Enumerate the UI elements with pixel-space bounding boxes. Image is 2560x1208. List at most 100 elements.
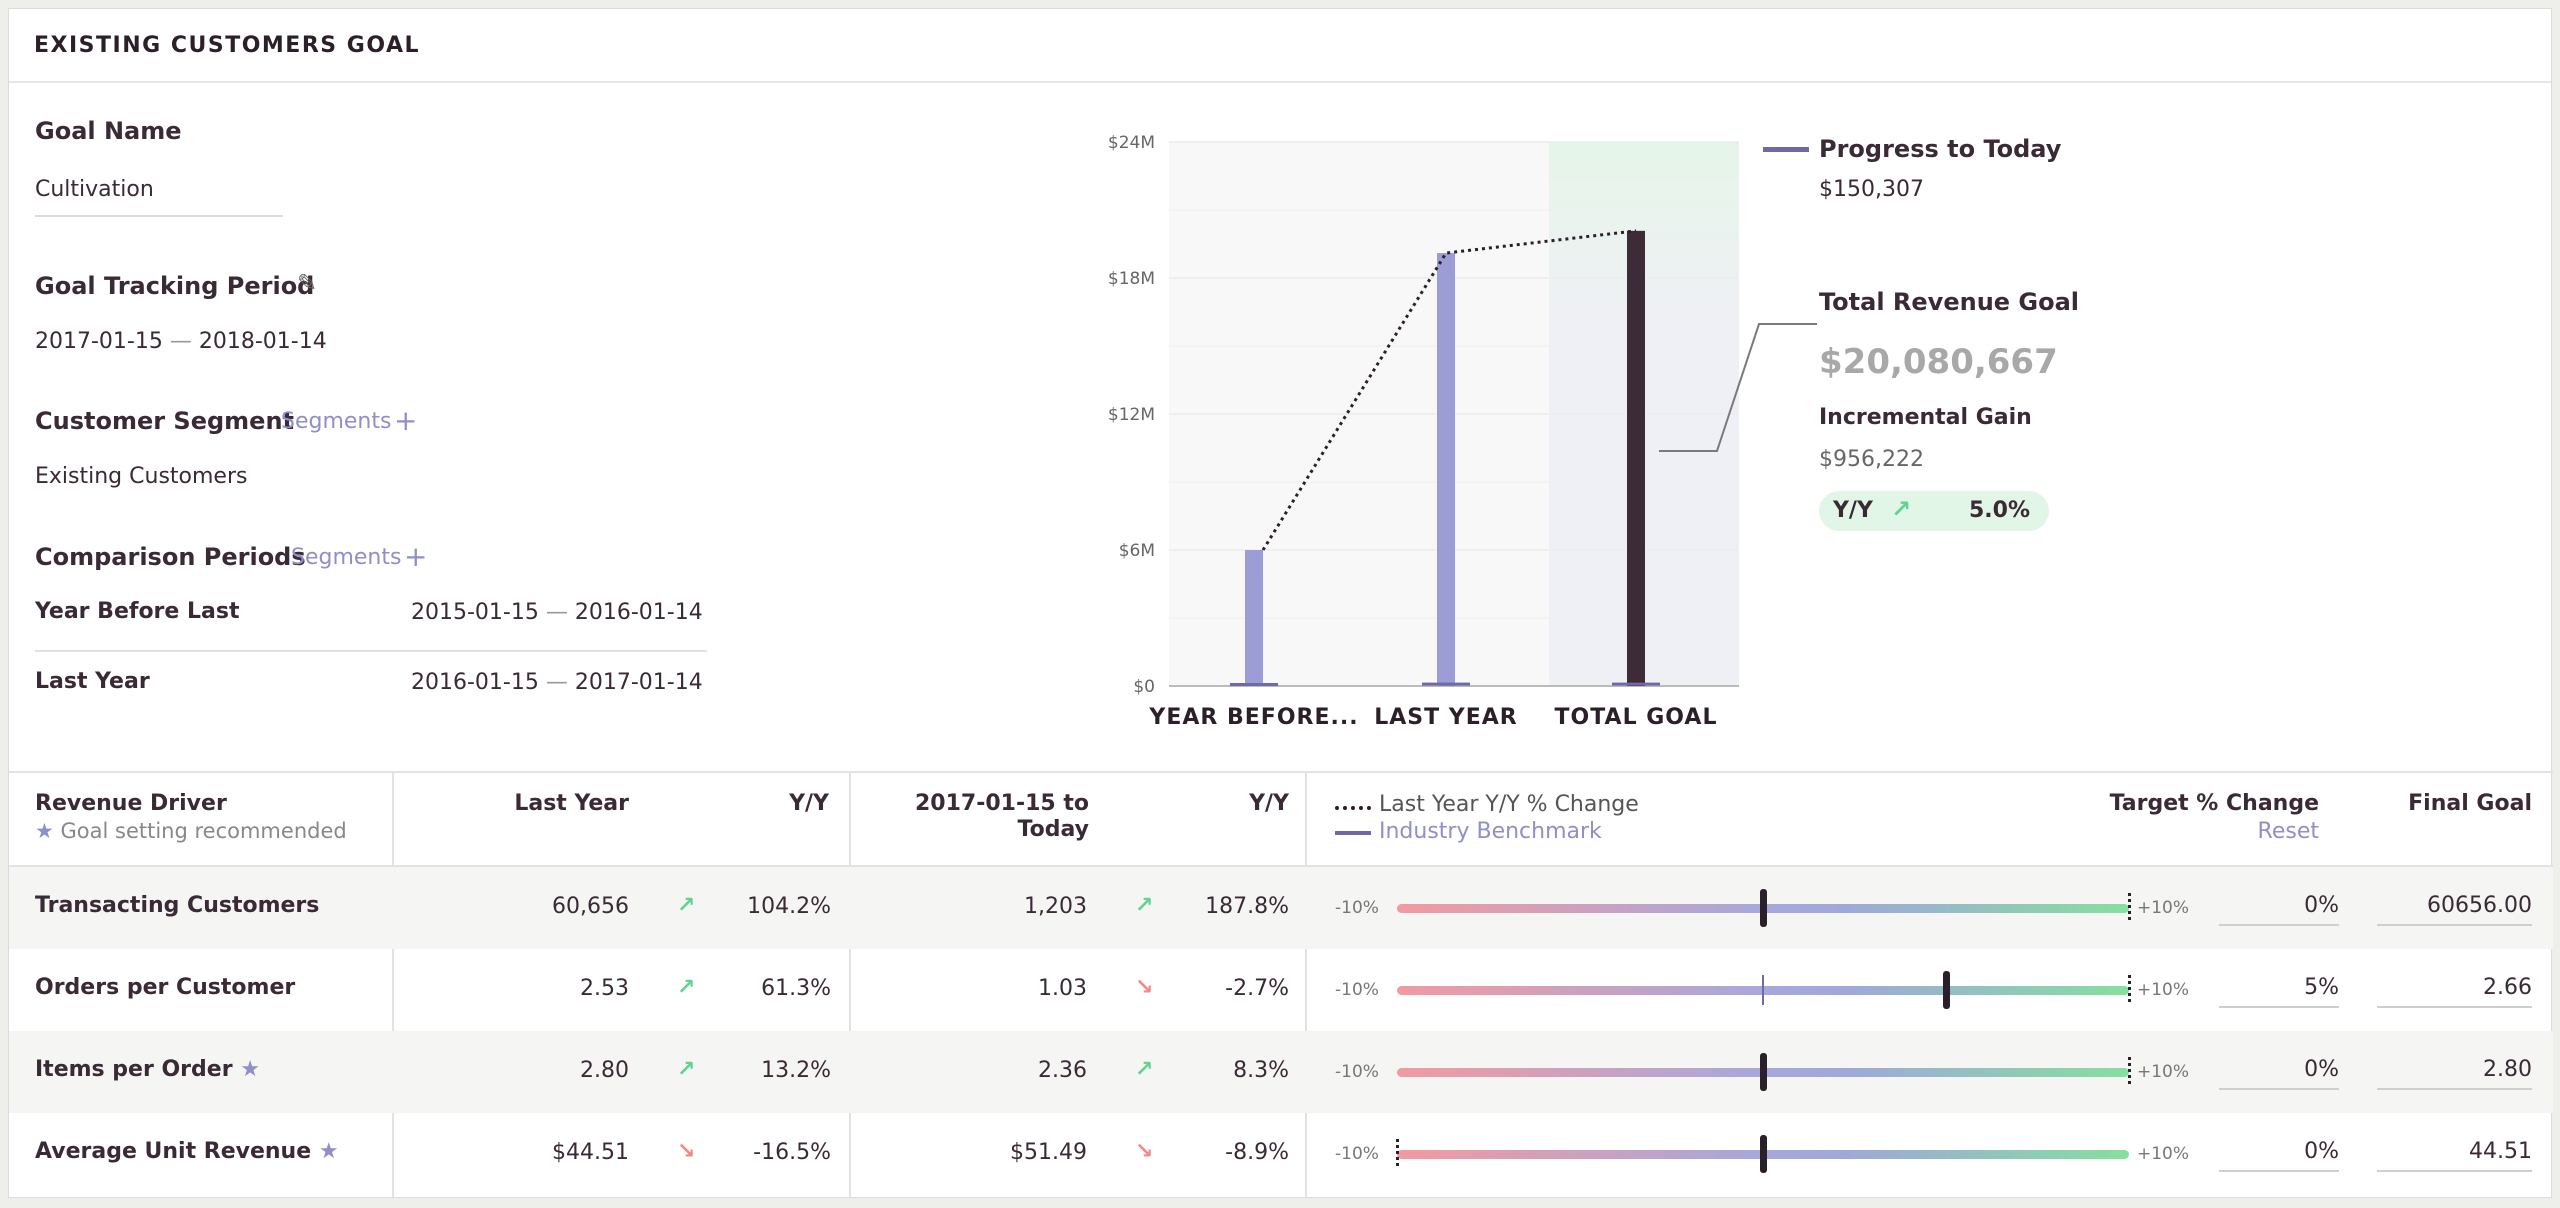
progress-value: $150,307 bbox=[1819, 177, 1924, 202]
bar-0 bbox=[1245, 550, 1263, 686]
last-year-value: 2.53 bbox=[580, 976, 629, 1001]
revenue-chart: $0 $6M $12M $18M $24M YEAR BEFORE... LAST YEAR… bbox=[1108, 133, 1739, 730]
yy-arrow: ↗ bbox=[1135, 1057, 1153, 1082]
final-goal-input[interactable]: 60656.00 bbox=[2377, 893, 2532, 926]
bar-1 bbox=[1437, 253, 1455, 687]
target-change-input[interactable]: 5% bbox=[2219, 975, 2339, 1008]
goal-name-label: Goal Name bbox=[35, 117, 182, 145]
target-slider-handle[interactable] bbox=[1943, 971, 1950, 1009]
arrow-down-icon: ↘ bbox=[1135, 975, 1154, 1000]
final-goal-input[interactable]: 2.80 bbox=[2377, 1057, 2532, 1090]
driver-name: Average Unit Revenue ★ bbox=[35, 1139, 339, 1164]
star-icon: ★ bbox=[35, 819, 54, 843]
slider-min-label: -10% bbox=[1335, 1062, 1379, 1082]
yy-value: 8.3% bbox=[1233, 1058, 1289, 1083]
period-value: 2.36 bbox=[1038, 1058, 1087, 1083]
goal-name-field[interactable]: Cultivation bbox=[35, 177, 283, 217]
slider-max-label: +10% bbox=[2137, 1144, 2190, 1164]
yy-arrow: ↗ bbox=[677, 975, 695, 1000]
yy-value: 13.2% bbox=[761, 1058, 831, 1083]
progress-mark bbox=[1230, 683, 1278, 686]
yy-arrow: ↗ bbox=[1135, 893, 1153, 918]
goal-connector-line bbox=[1659, 323, 1817, 452]
yy-arrow: ↗ bbox=[677, 1057, 695, 1082]
last-year-change-marker bbox=[1396, 1139, 1399, 1169]
x-tick-label: YEAR BEFORE... bbox=[1148, 705, 1358, 730]
column-divider bbox=[392, 771, 394, 1199]
add-comparison-icon[interactable]: + bbox=[404, 540, 428, 573]
target-slider-handle[interactable] bbox=[1760, 889, 1767, 927]
y-tick-label: $12M bbox=[1108, 405, 1155, 425]
yy-badge: Y/Y ↗ 5.0% bbox=[1819, 491, 2049, 531]
target-slider-handle[interactable] bbox=[1760, 1053, 1767, 1091]
slider-min-label: -10% bbox=[1335, 898, 1379, 918]
target-change-input[interactable]: 0% bbox=[2219, 1139, 2339, 1172]
table-top-border bbox=[9, 771, 2553, 773]
header-goal-setting-note: ★ Goal setting recommended bbox=[35, 819, 347, 843]
divider bbox=[35, 650, 707, 652]
comparison-row-dates: 2015-01-15 — 2016-01-14 bbox=[411, 600, 703, 625]
comparison-segments-link[interactable]: Segments bbox=[291, 545, 402, 570]
comparison-row-dates: 2016-01-15 — 2017-01-14 bbox=[411, 670, 703, 695]
slider-min-label: -10% bbox=[1335, 980, 1379, 1000]
arrow-up-icon: ↗ bbox=[1135, 893, 1154, 918]
last-year-value: $44.51 bbox=[552, 1140, 629, 1165]
yy-value: 104.2% bbox=[747, 894, 831, 919]
final-goal-input[interactable]: 2.66 bbox=[2377, 975, 2532, 1008]
tracking-period-label: Goal Tracking Period bbox=[35, 272, 315, 300]
add-segment-icon[interactable]: + bbox=[394, 404, 418, 437]
progress-legend-swatch bbox=[1763, 147, 1809, 152]
period-value: 1.03 bbox=[1038, 976, 1087, 1001]
y-tick-label: $0 bbox=[1133, 677, 1155, 697]
progress-mark bbox=[1422, 682, 1470, 686]
yy-arrow: ↗ bbox=[677, 893, 695, 918]
reset-link[interactable]: Reset bbox=[2257, 819, 2319, 844]
yy-arrow: ↘ bbox=[1135, 1139, 1153, 1164]
yy-value: -16.5% bbox=[753, 1140, 831, 1165]
progress-mark bbox=[1612, 682, 1660, 686]
yy-badge-value: 5.0% bbox=[1969, 498, 2031, 523]
x-tick-label: LAST YEAR bbox=[1374, 705, 1517, 730]
benchmark-legend-swatch bbox=[1335, 831, 1371, 835]
comparison-periods-label: Comparison Periods bbox=[35, 543, 306, 571]
page-title: EXISTING CUSTOMERS GOAL bbox=[34, 32, 420, 58]
slider-max-label: +10% bbox=[2137, 980, 2190, 1000]
x-tick-label: TOTAL GOAL bbox=[1555, 705, 1718, 730]
table-row: Items per Order ★ 2.80 ↗ 13.2% 2.36 ↗ 8.… bbox=[9, 1031, 2553, 1113]
target-slider-handle[interactable] bbox=[1760, 1135, 1767, 1173]
incremental-gain-value: $956,222 bbox=[1819, 447, 1924, 472]
yy-value: -8.9% bbox=[1225, 1140, 1289, 1165]
final-goal-input[interactable]: 44.51 bbox=[2377, 1139, 2532, 1172]
y-tick-label: $18M bbox=[1108, 269, 1155, 289]
arrow-up-icon: ↗ bbox=[1135, 1057, 1154, 1082]
header-target-change: Target % Change bbox=[2109, 791, 2319, 816]
driver-name: Orders per Customer bbox=[35, 975, 296, 1000]
segments-link[interactable]: Segments bbox=[281, 409, 392, 434]
dotted-legend-swatch bbox=[1335, 806, 1371, 810]
segment-value: Existing Customers bbox=[35, 464, 248, 489]
legend-industry-benchmark: Industry Benchmark bbox=[1379, 819, 1602, 844]
target-change-input[interactable]: 0% bbox=[2219, 893, 2339, 926]
yy-arrow: ↘ bbox=[1135, 975, 1153, 1000]
period-value: 1,203 bbox=[1024, 894, 1087, 919]
header-last-year: Last Year bbox=[514, 791, 629, 816]
edit-pencil-icon[interactable]: ✎ bbox=[297, 269, 318, 297]
header-yy: Y/Y bbox=[1249, 791, 1289, 816]
bar-2 bbox=[1627, 230, 1645, 687]
revenue-goal-value: $20,080,667 bbox=[1819, 342, 2058, 382]
goal-card: EXISTING CUSTOMERS GOAL Goal Name Cultiv… bbox=[8, 8, 2553, 1199]
last-year-value: 60,656 bbox=[552, 894, 629, 919]
yy-arrow: ↘ bbox=[677, 1139, 695, 1164]
y-tick-label: $24M bbox=[1108, 133, 1155, 153]
progress-legend-label: Progress to Today bbox=[1819, 135, 2062, 163]
table-row: Transacting Customers 60,656 ↗ 104.2% 1,… bbox=[9, 867, 2553, 949]
arrow-up-icon: ↗ bbox=[677, 975, 696, 1000]
header-period: 2017-01-15 to bbox=[914, 791, 1089, 816]
last-year-change-marker bbox=[2128, 1057, 2131, 1087]
column-divider bbox=[849, 771, 851, 1199]
comparison-row-label: Year Before Last bbox=[35, 599, 240, 624]
revenue-goal-label: Total Revenue Goal bbox=[1819, 288, 2080, 316]
header-period-today: Today bbox=[1017, 817, 1089, 842]
trend-line bbox=[1261, 229, 1637, 551]
target-change-input[interactable]: 0% bbox=[2219, 1057, 2339, 1090]
